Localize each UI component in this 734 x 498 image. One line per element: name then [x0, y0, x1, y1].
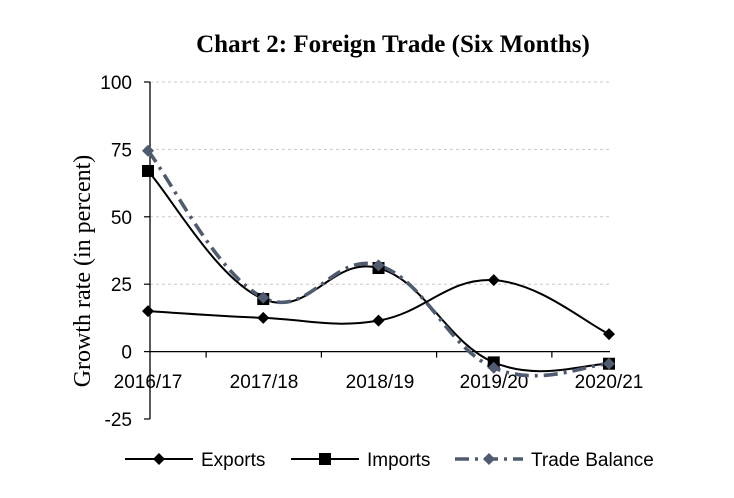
legend: Exports Imports Trade Balance	[125, 450, 654, 471]
trade-balance-point	[603, 357, 615, 370]
y-tick-label: 75	[111, 140, 132, 161]
exports-point	[142, 305, 154, 318]
axes	[144, 81, 610, 420]
x-tick-label: 2017/18	[230, 372, 299, 393]
y-tick-label: 50	[111, 208, 132, 229]
exports-point	[257, 311, 270, 324]
series-lines	[142, 144, 615, 378]
trade-balance-point	[372, 259, 385, 272]
trade-balance-point	[487, 361, 500, 374]
imports-point	[142, 164, 154, 177]
y-tick-label: -25	[105, 410, 132, 431]
y-tick-label: 100	[100, 73, 132, 94]
exports-point	[603, 328, 615, 341]
legend-label: Exports	[201, 450, 265, 471]
gridlines	[150, 81, 610, 285]
legend-label: Imports	[367, 450, 430, 471]
y-axis-label: Growth rate (in percent)	[70, 155, 96, 388]
x-tick-label: 2020/21	[575, 372, 644, 393]
x-tick-label: 2018/19	[346, 372, 415, 393]
x-tick-label: 2016/17	[114, 372, 183, 393]
legend-marker	[483, 453, 495, 465]
trade-balance-line	[146, 149, 610, 378]
legend-marker	[319, 453, 331, 465]
trade-balance-point	[257, 291, 270, 304]
y-tick-label: 0	[121, 343, 132, 364]
exports-point	[487, 274, 500, 287]
y-tick-labels: -25 0 25 50 75 100	[100, 73, 132, 431]
x-tick-labels: 2016/17 2017/18 2018/19 2019/20 2020/21	[114, 372, 644, 393]
trade-balance-point	[142, 144, 154, 157]
y-tick-label: 25	[111, 275, 132, 296]
chart-title: Chart 2: Foreign Trade (Six Months)	[196, 31, 590, 58]
exports-point	[372, 314, 385, 327]
legend-label: Trade Balance	[531, 450, 654, 471]
x-tick-label: 2019/20	[460, 372, 529, 393]
legend-marker	[153, 453, 165, 465]
